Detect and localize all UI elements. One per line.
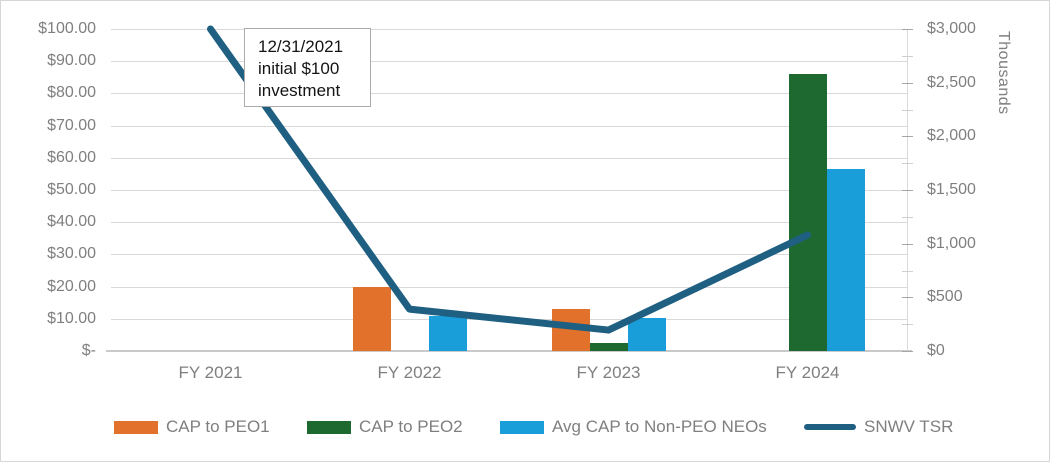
right-axis-tick bbox=[902, 136, 913, 138]
right-axis-tick bbox=[902, 270, 913, 272]
right-axis-label: $2,000 bbox=[927, 127, 976, 145]
snwv-tsr-line-swatch bbox=[804, 424, 856, 430]
left-axis-label: $90.00 bbox=[47, 52, 96, 70]
right-axis-label: $1,500 bbox=[927, 181, 976, 198]
cap-to-peo1-swatch bbox=[114, 420, 158, 434]
right-axis-tick bbox=[902, 29, 913, 30]
legend-item-avg-cap-non-peo-neos: Avg CAP to Non-PEO NEOs bbox=[500, 414, 767, 440]
gridline bbox=[111, 61, 907, 63]
gridline bbox=[111, 29, 907, 30]
bar-avg-cap-to-non-peo-neos-fy-2022 bbox=[428, 315, 467, 351]
right-axis-label: $500 bbox=[927, 288, 963, 306]
bar-cap-to-peo2-fy-2023 bbox=[589, 343, 628, 351]
gridline bbox=[111, 93, 907, 95]
bar-cap-to-peo1-fy-2022 bbox=[352, 286, 391, 351]
gridline bbox=[111, 254, 907, 256]
left-axis-label: $50.00 bbox=[47, 181, 96, 198]
gridline bbox=[111, 190, 907, 191]
annotation-line-1: 12/31/2021 bbox=[258, 37, 344, 56]
right-axis-tick bbox=[902, 55, 913, 57]
cap-to-peo2-swatch bbox=[307, 420, 351, 434]
annotation-line-2: initial $100 bbox=[258, 59, 340, 78]
x-axis-label: FY 2024 bbox=[775, 363, 840, 382]
bar-avg-cap-to-non-peo-neos-fy-2024 bbox=[826, 168, 865, 351]
right-axis-title: Thousands bbox=[995, 31, 1012, 115]
right-axis-tick bbox=[902, 109, 913, 111]
right-axis-tick bbox=[902, 351, 913, 352]
legend-item-cap-to-peo2: CAP to PEO2 bbox=[307, 414, 463, 440]
x-axis-label: FY 2022 bbox=[377, 363, 442, 382]
x-axis-label: FY 2023 bbox=[576, 363, 641, 382]
right-axis-tick bbox=[902, 243, 913, 245]
right-axis-label: $1,000 bbox=[927, 234, 976, 252]
left-axis-label: $- bbox=[81, 342, 96, 359]
left-axis-label: $60.00 bbox=[47, 148, 96, 166]
right-axis-label: $0 bbox=[927, 342, 945, 359]
left-axis-label: $20.00 bbox=[47, 277, 96, 295]
right-axis-tick bbox=[902, 324, 913, 326]
right-axis-tick bbox=[902, 297, 913, 299]
right-axis-label: $2,500 bbox=[927, 73, 976, 91]
x-axis-line bbox=[106, 350, 912, 352]
bar-cap-to-peo2-fy-2024 bbox=[788, 74, 827, 351]
left-axis-label: $80.00 bbox=[47, 84, 96, 102]
legend-label-snwv-tsr: SNWV TSR bbox=[864, 417, 954, 436]
gridline bbox=[111, 286, 907, 288]
legend-label-avg-cap-non-peo-neos: Avg CAP to Non-PEO NEOs bbox=[552, 417, 767, 436]
legend-label-cap-to-peo2: CAP to PEO2 bbox=[359, 417, 463, 436]
right-axis-tick bbox=[902, 190, 913, 191]
right-axis-tick bbox=[902, 216, 913, 218]
initial-investment-annotation: 12/31/2021 initial $100 investment bbox=[244, 28, 371, 107]
x-axis-label: FY 2021 bbox=[178, 363, 243, 382]
left-axis-label: $30.00 bbox=[47, 245, 96, 263]
right-axis-tick bbox=[902, 82, 913, 84]
annotation-line-3: investment bbox=[258, 81, 341, 100]
gridline bbox=[111, 157, 907, 159]
gridline bbox=[111, 222, 907, 224]
legend-item-cap-to-peo1: CAP to PEO1 bbox=[114, 414, 270, 440]
left-axis-label: $70.00 bbox=[47, 116, 96, 134]
bar-avg-cap-to-non-peo-neos-fy-2023 bbox=[627, 317, 666, 351]
right-axis-tick bbox=[902, 163, 913, 165]
avg-cap-non-peo-neos-swatch bbox=[500, 420, 544, 434]
right-axis-label: $3,000 bbox=[927, 20, 976, 37]
left-axis-label: $100.00 bbox=[38, 20, 96, 37]
gridline bbox=[111, 125, 907, 127]
legend-item-snwv-tsr: SNWV TSR bbox=[804, 414, 953, 440]
left-axis-label: $40.00 bbox=[47, 213, 96, 231]
left-axis-label: $10.00 bbox=[47, 309, 96, 327]
legend-label-cap-to-peo1: CAP to PEO1 bbox=[166, 417, 270, 436]
